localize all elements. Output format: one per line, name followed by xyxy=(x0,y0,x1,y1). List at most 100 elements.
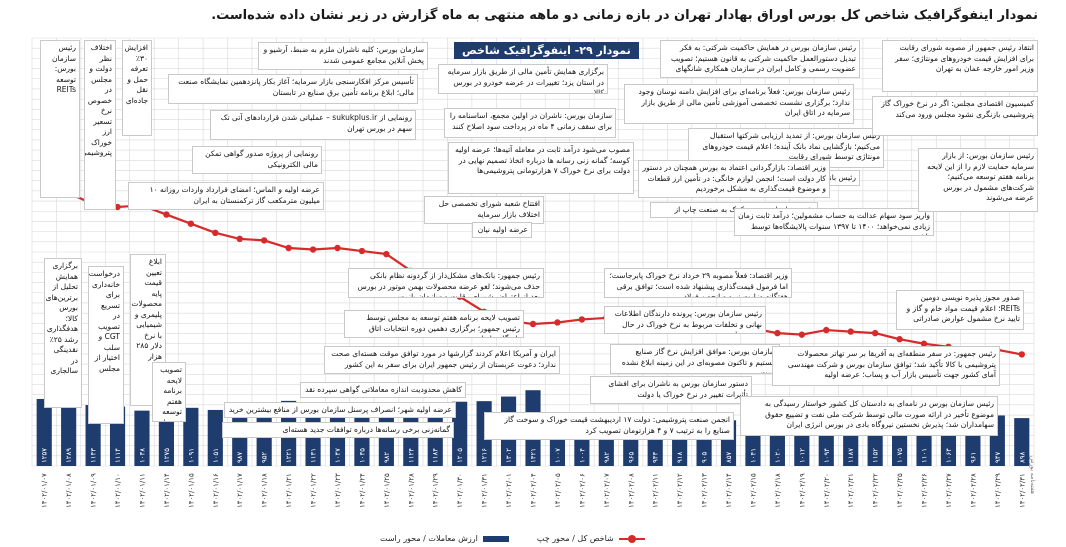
legend-line-label: شاخص کل / محور چپ xyxy=(536,534,614,543)
bar-value-label: ۱۱۲۴ xyxy=(407,448,415,463)
x-tick-label: ۱۴۰۲/۰۱/۱۵ xyxy=(187,473,195,508)
annotation-box: برگزاری همایش تأمین مالی از طریق بازار س… xyxy=(438,64,608,94)
bar-value-label: ۱۰۳۵ xyxy=(358,448,366,463)
x-tick-label: ۱۴۰۲/۰۲/۰۴ xyxy=(530,473,538,508)
index-point xyxy=(309,246,317,253)
x-tick-label: ۱۴۰۲/۰۲/۱۸ xyxy=(774,473,782,508)
annotation-box: برگزاری همایش تحلیل از برترین‌های بورس ک… xyxy=(44,258,82,408)
x-tick-label: ۱۴۰۲/۰۲/۱۱ xyxy=(652,473,660,508)
bar-value-label: ۱۲۷۵ xyxy=(163,448,171,463)
bar-value-label: ۱۰۷۵ xyxy=(896,448,904,463)
bar-value-label: ۱۱۰۱ xyxy=(921,448,929,463)
bar xyxy=(183,407,199,466)
index-point xyxy=(260,237,268,244)
bar-value-label: ۱۰۳۸ xyxy=(138,448,146,463)
bar-value-label: ۱۰۰۷ xyxy=(554,448,562,463)
annotation-box: اختلاف نظر دولت و مجلس در خصوص نرخ تسعیر… xyxy=(84,40,116,210)
bar-value-label: ۱۱۸۷ xyxy=(847,448,855,463)
bar-value-label: ۹۸۲ xyxy=(603,451,611,463)
x-tick-label: ۱۴۰۲/۰۱/۳۱ xyxy=(481,473,489,508)
x-tick-label: ۱۴۰۲/۰۲/۱۲ xyxy=(676,473,684,508)
x-tick-label: ۱۴۰۲/۰۱/۲۲ xyxy=(310,473,318,508)
bar-value-label: ۱۱۸۴ xyxy=(432,448,440,463)
annotation-box: رئیس سازمان بورس در نامه‌ای به دادستان ک… xyxy=(740,396,998,436)
annotation-box: عرضه اولیه نیان xyxy=(472,222,532,238)
index-point xyxy=(529,320,537,328)
index-point xyxy=(920,340,928,347)
x-tick-label: ۱۴۰۲/۰۲/۲۸ xyxy=(969,473,977,508)
bar-value-label: ۱۰۴۷ xyxy=(334,448,342,463)
x-tick-label: ۱۴۰۲/۰۲/۲۱ xyxy=(847,473,855,508)
index-point xyxy=(578,316,586,323)
bar-value-label: ۱۰۵۱ xyxy=(212,448,220,463)
legend-line: شاخص کل / محور چپ xyxy=(537,534,645,543)
bar xyxy=(1014,418,1030,466)
bar-value-label: ۱۲۲۱ xyxy=(285,448,293,463)
x-tick-label: ۱۴۰۲/۰۲/۰۷ xyxy=(603,473,611,508)
bar-value-label: ۱۲۱۶ xyxy=(481,448,489,463)
bar-value-label: ۹۴۷ xyxy=(994,451,1002,463)
x-tick-label: ۱۴۰۲/۰۲/۰۶ xyxy=(578,473,586,508)
bar-value-label: ۱۰۰۴ xyxy=(578,448,586,463)
bar-value-label: ۹۶۱ xyxy=(969,452,977,463)
bar-value-label: ۹۸۲ xyxy=(383,451,391,463)
annotation-box: تصویب لایحه برنامه هفتم توسعه در دولت xyxy=(152,362,186,422)
index-point xyxy=(285,244,292,252)
bar-value-label: ۱۰۶۴ xyxy=(945,448,953,463)
index-point xyxy=(358,247,366,255)
x-tick-label: ۱۴۰۲/۰۱/۲۳ xyxy=(334,473,342,508)
annotation-box: سازمان بورس: کلیه ناشران ملزم به ضبط، آر… xyxy=(258,42,428,70)
annotation-box: افتتاح شعبه شورای تخصصی حل اختلاف بازار … xyxy=(424,196,544,224)
bar-value-label: ۱۱۱۴ xyxy=(114,448,122,463)
annotation-box: کمیسیون اقتصادی مجلس: اگر در نرخ خوراک گ… xyxy=(872,96,1038,136)
index-point xyxy=(871,329,879,337)
index-point xyxy=(823,326,830,334)
bar-value-label: ۱۴۲۱ xyxy=(530,448,538,463)
annotation-box: سازمان بورس: موافق افزایش نرخ گاز صنایع … xyxy=(610,344,780,374)
bar-value-label: ۹۰۵ xyxy=(701,451,709,463)
index-point xyxy=(554,319,561,326)
annotation-box: رونمایی از sukukplus.ir – عملیاتی شدن قر… xyxy=(210,110,416,140)
bar xyxy=(61,397,77,466)
bar xyxy=(36,398,52,466)
bar-value-label: ۹۵۲ xyxy=(261,451,269,463)
bar-value-label: ۱۱۳۱ xyxy=(310,448,318,463)
x-tick-label: ۱۴۰۲/۰۲/۲۵ xyxy=(896,473,904,508)
x-tick-label: ۱۴۰۲/۰۲/۲۲ xyxy=(872,473,880,508)
x-tick-label: ۱۴۰۲/۰۲/۰۱ xyxy=(505,473,513,508)
annotation-box: عرضه اولیه شهر؛ انصراف پرسنل سازمان بورس… xyxy=(224,402,456,418)
x-tick-label: ۱۴۰۲/۰۱/۰۹ xyxy=(90,473,98,508)
index-point xyxy=(212,229,219,236)
x-tick-label: ۱۴۰۲/۰۱/۳۰ xyxy=(456,473,464,508)
x-tick-label: ۱۴۰۲/۰۱/۲۴ xyxy=(358,473,366,508)
bar-value-label: ۱۰۲۰ xyxy=(774,448,782,463)
bar-value-label: ۸۵۷ xyxy=(725,451,733,463)
annotation-box: ایران و آمریکا اعلام کردند گزارشها در مو… xyxy=(324,346,560,374)
legend-bar-label: ارزش معاملات / محور راست xyxy=(380,534,478,543)
x-tick-label: ۱۴۰۲/۰۲/۲۶ xyxy=(921,473,929,508)
x-tick-label: ۱۴۰۲/۰۱/۱۸ xyxy=(261,473,269,508)
annotation-box: گمانه‌زنی برخی رسانه‌ها درباره توافقات ج… xyxy=(222,422,454,438)
bar-value-label: ۱۰۹۱ xyxy=(187,448,195,463)
x-tick-label: ۱۴۰۲/۰۲/۲۹ xyxy=(994,473,1002,508)
bar-value-label: ۱۳۰۲ xyxy=(505,448,513,463)
x-tick-label: ۱۴۰۲/۰۱/۱۰ xyxy=(114,473,122,508)
x-tick-label: ۱۴۰۲/۰۱/۰۷ xyxy=(41,473,49,508)
annotation-box: تأسیس مرکز افکارسنجی بازار سرمایه؛ آغاز … xyxy=(168,74,418,104)
bar-value-label: ۱۲۵۷ xyxy=(41,448,49,463)
annotation-box: وزیر اقتصاد: فعلاً مصوبه ۲۹ خرداد نرخ خو… xyxy=(604,268,792,298)
x-tick-label: ۱۴۰۲/۰۲/۳۱ xyxy=(1018,473,1026,508)
index-point xyxy=(163,211,170,218)
index-point xyxy=(383,250,390,258)
index-point xyxy=(896,336,903,343)
bar-value-label: ۱۱۴۳ xyxy=(90,448,98,463)
x-tick-label: ۱۴۰۲/۰۱/۲۱ xyxy=(285,473,293,508)
annotation-box: رئیس سازمان بورس: فعلاً برنامه‌ای برای ا… xyxy=(624,84,854,124)
index-point xyxy=(847,328,854,335)
bar-value-label: ۱۰۱۲ xyxy=(798,448,806,463)
bar-value-label: ۹۱۸ xyxy=(676,451,684,463)
index-point xyxy=(187,220,195,227)
legend-bar: ارزش معاملات / محور راست xyxy=(380,534,509,543)
chart-caption: نمودار ۲۹- اینفوگرافیک شاخص xyxy=(454,42,639,59)
bar-value-label: ۱۱۵۲ xyxy=(872,448,880,463)
